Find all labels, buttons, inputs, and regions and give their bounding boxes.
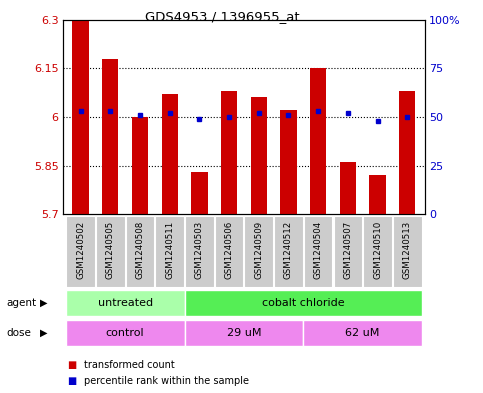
- Text: control: control: [106, 328, 144, 338]
- Text: GSM1240505: GSM1240505: [106, 221, 115, 279]
- Text: ■: ■: [68, 360, 77, 370]
- Bar: [310, 68, 327, 214]
- Bar: [251, 97, 267, 214]
- Bar: [280, 110, 297, 214]
- Bar: [126, 216, 155, 287]
- Text: ▶: ▶: [40, 328, 47, 338]
- Bar: [244, 216, 273, 287]
- Text: transformed count: transformed count: [84, 360, 174, 370]
- Bar: [185, 216, 213, 287]
- Bar: [102, 59, 118, 214]
- Bar: [191, 172, 208, 214]
- Bar: [221, 91, 237, 214]
- Text: GSM1240507: GSM1240507: [343, 221, 352, 279]
- Text: ■: ■: [68, 376, 77, 386]
- Bar: [185, 320, 303, 346]
- Bar: [161, 94, 178, 214]
- Text: GSM1240508: GSM1240508: [136, 221, 144, 279]
- Bar: [185, 290, 422, 316]
- Bar: [333, 216, 362, 287]
- Text: agent: agent: [6, 298, 36, 308]
- Text: GSM1240506: GSM1240506: [225, 221, 234, 279]
- Text: GSM1240512: GSM1240512: [284, 221, 293, 279]
- Bar: [363, 216, 392, 287]
- Text: GSM1240509: GSM1240509: [254, 221, 263, 279]
- Bar: [304, 216, 332, 287]
- Text: untreated: untreated: [98, 298, 153, 308]
- Bar: [156, 216, 184, 287]
- Text: ▶: ▶: [40, 298, 47, 308]
- Text: GSM1240510: GSM1240510: [373, 221, 382, 279]
- Text: 62 uM: 62 uM: [345, 328, 380, 338]
- Bar: [399, 91, 415, 214]
- Text: GSM1240504: GSM1240504: [313, 221, 323, 279]
- Bar: [303, 320, 422, 346]
- Text: cobalt chloride: cobalt chloride: [262, 298, 344, 308]
- Bar: [393, 216, 422, 287]
- Text: 29 uM: 29 uM: [227, 328, 261, 338]
- Bar: [96, 216, 125, 287]
- Bar: [369, 175, 386, 214]
- Bar: [66, 216, 95, 287]
- Bar: [274, 216, 303, 287]
- Text: GSM1240502: GSM1240502: [76, 221, 85, 279]
- Bar: [215, 216, 243, 287]
- Text: percentile rank within the sample: percentile rank within the sample: [84, 376, 249, 386]
- Bar: [66, 290, 185, 316]
- Bar: [66, 320, 185, 346]
- Text: GSM1240513: GSM1240513: [403, 221, 412, 279]
- Text: GSM1240511: GSM1240511: [165, 221, 174, 279]
- Text: GDS4953 / 1396955_at: GDS4953 / 1396955_at: [145, 10, 299, 23]
- Bar: [340, 162, 356, 214]
- Bar: [72, 20, 89, 214]
- Bar: [132, 117, 148, 214]
- Text: dose: dose: [6, 328, 31, 338]
- Text: GSM1240503: GSM1240503: [195, 221, 204, 279]
